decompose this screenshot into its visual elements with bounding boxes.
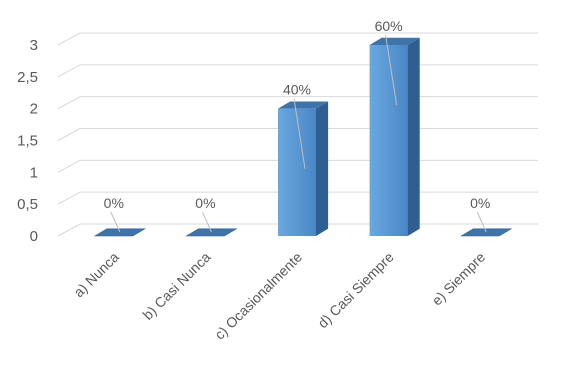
y-tick-label: 0 <box>30 228 38 245</box>
data-labels: 0% 0% 40% 60% 0% <box>104 18 490 233</box>
bar <box>460 228 513 237</box>
y-tick-label: 1 <box>30 164 38 181</box>
data-label-leader <box>476 211 487 233</box>
category-label: c) Ocasionalmente <box>211 249 305 343</box>
data-label: 0% <box>470 195 490 211</box>
data-label-leader <box>201 211 212 233</box>
data-label: 0% <box>104 195 124 211</box>
data-label: 0% <box>195 195 215 211</box>
y-tick-label: 1,5 <box>17 133 38 150</box>
category-label: b) Casi Nunca <box>139 249 213 323</box>
bar <box>278 101 329 236</box>
gridline <box>57 64 538 78</box>
bar <box>93 228 146 237</box>
data-label: 60% <box>375 18 403 34</box>
data-label-leader <box>110 211 121 233</box>
bar <box>369 37 420 236</box>
category-label: d) Casi Siempre <box>314 249 396 331</box>
y-tick-label: 3 <box>30 37 38 54</box>
gridline <box>57 32 538 46</box>
y-tick-label: 2,5 <box>17 69 38 86</box>
category-label: e) Siempre <box>429 249 489 309</box>
y-axis-ticks: 0 0,5 1 1,5 2 2,5 3 <box>17 37 38 245</box>
gridlines <box>57 32 538 237</box>
y-tick-label: 0,5 <box>17 196 38 213</box>
bars <box>93 37 513 237</box>
data-label: 40% <box>283 82 311 98</box>
bar <box>185 228 238 237</box>
data-label-leader <box>293 98 306 169</box>
data-label-leader <box>385 34 398 106</box>
category-label: a) Nunca <box>70 249 122 301</box>
y-tick-label: 2 <box>30 101 38 118</box>
